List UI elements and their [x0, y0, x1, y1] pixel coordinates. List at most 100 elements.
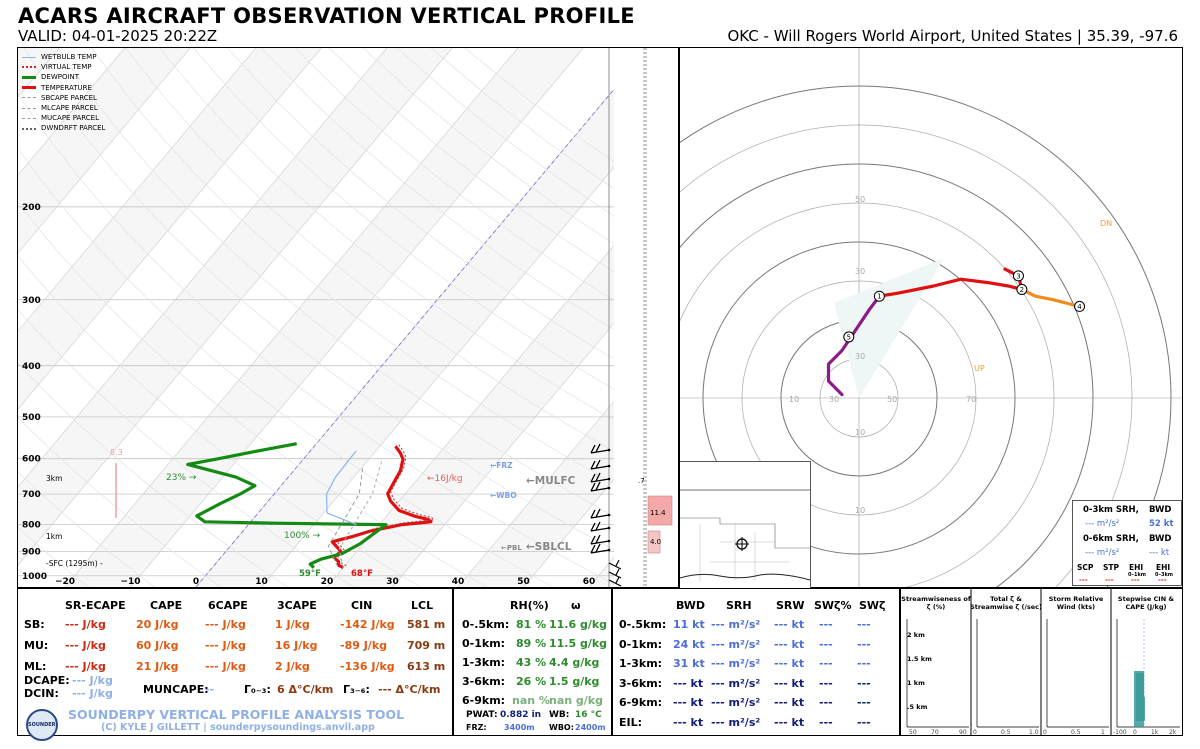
mini-tick-label: 0 [1133, 729, 1137, 735]
wind-barb-flag [595, 543, 601, 553]
dry-adiabat [18, 362, 288, 587]
kin-srw-cell: --- kt [774, 637, 805, 651]
hodo-ring-label: 70 [966, 395, 976, 404]
skewt-annotation: -SFC (1295m) - [46, 559, 103, 568]
th-3cape: 3CAPE [277, 599, 317, 612]
dry-adiabat [18, 255, 421, 587]
m-row1-label: 0-.5km: [462, 618, 510, 631]
ehi3-label: EHI [1156, 563, 1171, 572]
mini-charts: Streamwiseness of ζ (%)Total ζ & Streamwis… [901, 589, 1180, 736]
m-row3-rh: 43 % [516, 656, 547, 669]
mini-tick-label: 0.5 [1001, 729, 1011, 735]
g03-value: 6 Δ°C/km [277, 683, 334, 696]
isotherm [18, 48, 387, 488]
hodo-ring-label: 30 [855, 267, 865, 276]
legend-item: SBCAPE PARCEL [22, 93, 152, 103]
virtual-temp-line [334, 443, 436, 567]
hodo-km-label: 1 [877, 293, 881, 301]
legend-item: MUCAPE PARCEL [22, 113, 152, 123]
srh-06-label: 0-6km SRH, [1083, 534, 1139, 544]
skewt-annotation: 1km [46, 532, 62, 541]
wind-barb [590, 459, 611, 470]
bwd-03-value: 52 kt [1149, 519, 1174, 529]
wind-barb-flag [595, 459, 601, 469]
wbo-label: WBO: [549, 723, 574, 732]
hodo-km-marker [843, 331, 855, 343]
wind-barb-flag [595, 443, 601, 453]
hodo-ring-label: 30 [855, 352, 865, 361]
m-row5-w: nan g/kg [549, 694, 603, 707]
kin-bwd-cell: --- kt [673, 715, 704, 729]
pressure-tick-label: 200 [22, 203, 41, 213]
legend-swatch [22, 66, 36, 69]
ml-lcl: 613 m [407, 660, 446, 673]
freezing-isotherm [195, 88, 614, 587]
kin-srh-cell: --- m²/s² [711, 637, 761, 651]
wind-barb-dot [607, 448, 611, 452]
isotherm [261, 166, 614, 587]
m-row1-w: 11.6 g/kg [549, 618, 608, 631]
wind-barb [590, 443, 611, 454]
wind-barb [590, 543, 611, 554]
m-row5-rh: nan % [512, 694, 550, 707]
mini-title-line: ζ (%) [927, 603, 946, 611]
kin-swp-cell: --- [819, 657, 833, 670]
skewt-annotation: ←WBO [490, 491, 517, 500]
pressure-tick-label: 300 [22, 296, 41, 306]
legend-item: DWNDRFT PARCEL [22, 123, 152, 133]
wind-barb-dot [607, 464, 611, 468]
kin-srw-cell: --- kt [774, 618, 805, 631]
kin-srw-cell: --- kt [774, 696, 805, 709]
mu-lcl: 709 m [407, 639, 446, 652]
isotherm [64, 48, 518, 587]
skewt-annotation: ←FRZ [490, 461, 513, 470]
legend: WETBULB TEMP VIRTUAL TEMP DEWPOINT TEMPERAT… [22, 52, 152, 134]
m-row4-label: 3-6km: [462, 675, 506, 688]
kin-srw-cell: --- kt [774, 676, 805, 690]
isotherm [523, 478, 614, 587]
temp-tick-label: 20 [321, 577, 334, 587]
dry-adiabat [18, 93, 614, 585]
mini-title-line: Wind (kts) [1057, 603, 1095, 611]
inset-value-3: .7 [638, 477, 645, 485]
wind-barb-staff [590, 465, 610, 470]
dry-adiabat [227, 48, 614, 360]
dry-adiabat [18, 147, 554, 587]
sb-6cape: --- J/kg [205, 618, 246, 631]
th-srh: SRH [726, 599, 752, 612]
kin-srh-cell: --- m²/s² [711, 715, 761, 729]
wind-barb [590, 481, 611, 492]
m-row4-w: 1.5 g/kg [549, 675, 600, 688]
wind-barb-dot [607, 526, 611, 530]
legend-swatch [22, 97, 36, 99]
isotherm [457, 400, 614, 587]
temp-tick-label: 0 [193, 577, 199, 587]
mini-height-label: 1.5 km [907, 655, 932, 663]
series-wetbulb-temp [325, 450, 357, 526]
skewt-annotation: 8.3 [110, 448, 123, 457]
dry-adiabat [18, 471, 155, 587]
legend-label: WETBULB TEMP [41, 53, 97, 61]
kin-swp-cell: --- [819, 637, 833, 651]
legend-swatch [22, 56, 36, 58]
dcin-value: --- J/kg [72, 687, 113, 700]
dry-adiabat [193, 48, 614, 390]
th-lcl: LCL [411, 599, 434, 612]
wind-barb-flag [590, 482, 596, 492]
bwd-06-value: --- kt [1149, 548, 1170, 558]
wind-barb-dot [607, 548, 611, 552]
wind-barb-flag [615, 576, 620, 584]
hodo-segment-0-1km [826, 294, 881, 397]
legend-label: MLCAPE PARCEL [41, 104, 98, 113]
legend-item: MLCAPE PARCEL [22, 103, 152, 113]
kin-label-cell: 3-6km: [619, 676, 663, 690]
skewt-annotation: ←SBLCL [526, 541, 572, 553]
wind-barb-dot [607, 486, 611, 490]
srh-box: 0-3km SRH, BWD --- m²/s² 52 kt 0-6km SRH… [1072, 500, 1182, 586]
kinematic-table: BWD SRH SRW SWζ% SWζ 0-.5km: 11 kt --- m²/… [612, 588, 900, 736]
legend-swatch [22, 107, 36, 109]
temp-tick-label: 50 [517, 577, 530, 587]
mini-panels: Streamwiseness of ζ (%) Total ζ & Streamwis… [900, 588, 1183, 736]
g36-label: Γ₃₋₆: [343, 683, 370, 696]
